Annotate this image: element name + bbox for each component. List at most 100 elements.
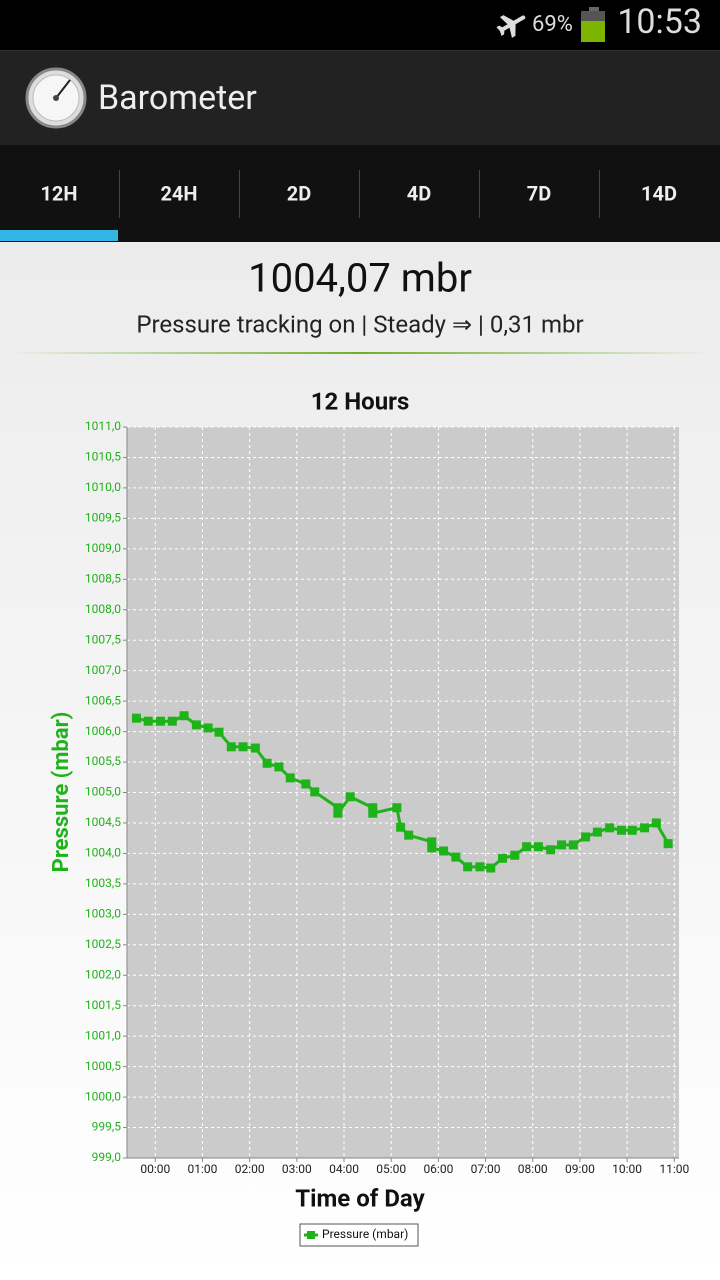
data-point: [427, 837, 437, 847]
data-point: [262, 758, 272, 768]
data-point: [546, 845, 556, 855]
airplane-icon: [496, 15, 526, 38]
y-tick-label: 1004,0: [85, 846, 121, 860]
chart-title: 12 Hours: [311, 387, 410, 415]
data-point: [498, 853, 508, 863]
y-tick-label: 999,5: [92, 1120, 122, 1134]
data-point: [427, 843, 437, 853]
y-tick-label: 1009,5: [85, 511, 121, 525]
separator: [0, 352, 720, 354]
y-tick-label: 1003,5: [85, 876, 121, 890]
data-point: [568, 840, 578, 850]
y-tick-label: 1009,0: [85, 541, 121, 555]
data-point: [663, 839, 673, 849]
x-tick-label: 07:00: [471, 1162, 501, 1176]
legend: Pressure (mbar): [299, 1223, 419, 1247]
data-point: [301, 779, 311, 789]
tab-label: 7D: [527, 181, 551, 205]
data-point: [274, 762, 284, 772]
y-tick-label: 1005,0: [85, 785, 121, 799]
data-point: [179, 711, 189, 721]
data-point: [368, 803, 378, 813]
y-tick-label: 1002,0: [85, 967, 121, 981]
tab-label: 24H: [160, 181, 197, 205]
x-tick-label: 03:00: [282, 1162, 312, 1176]
data-point: [214, 727, 224, 737]
x-tick-label: 00:00: [140, 1162, 170, 1176]
data-point: [592, 827, 602, 837]
data-point: [404, 830, 414, 840]
data-point: [533, 842, 543, 852]
y-tick-label: 1001,0: [85, 1028, 121, 1042]
data-point: [392, 803, 402, 813]
x-tick-label: 04:00: [329, 1162, 359, 1176]
y-tick-label: 1004,5: [85, 815, 121, 829]
legend-box: [299, 1223, 419, 1247]
y-tick-label: 1010,5: [85, 450, 121, 464]
data-point: [605, 823, 615, 833]
x-tick-label: 05:00: [376, 1162, 406, 1176]
tab[interactable]: 24H: [160, 181, 197, 205]
legend-marker: [307, 1231, 315, 1239]
clock: 10:53: [617, 2, 702, 42]
tab-label: 14D: [641, 181, 677, 205]
tab-label: 12H: [40, 181, 77, 205]
data-point: [396, 822, 406, 832]
y-tick-label: 1008,0: [85, 602, 121, 616]
tab-divider: [479, 170, 480, 218]
battery-cap: [589, 7, 599, 12]
y-tick-label: 1006,0: [85, 724, 121, 738]
y-tick-label: 1000,0: [85, 1089, 121, 1103]
data-point: [226, 742, 236, 752]
y-tick-label: 1007,5: [85, 632, 121, 646]
x-tick-label: 10:00: [612, 1162, 642, 1176]
battery-percent: 69%: [532, 12, 573, 37]
data-point: [155, 716, 165, 726]
app-icon[interactable]: [25, 67, 87, 129]
x-tick-label: 08:00: [518, 1162, 548, 1176]
data-point: [451, 852, 461, 862]
pressure-reading: 1004,07 mbr: [248, 255, 472, 302]
data-point: [203, 723, 213, 733]
data-point: [510, 850, 520, 860]
y-tick-label: 1007,0: [85, 663, 121, 677]
data-point: [651, 818, 661, 828]
y-tick-label: 1000,5: [85, 1059, 121, 1073]
y-axis-title: Pressure (mbar): [49, 712, 74, 873]
data-point: [627, 825, 637, 835]
data-point: [143, 716, 153, 726]
tab-label: 4D: [407, 181, 431, 205]
chart: 12 Hours Time of Day Pressure (mbar) 999…: [49, 387, 689, 1247]
data-point: [167, 716, 177, 726]
y-tick-label: 1002,5: [85, 937, 121, 951]
tab[interactable]: 4D: [407, 181, 431, 205]
y-tick-label: 1008,5: [85, 571, 121, 585]
y-tick-label: 1003,0: [85, 907, 121, 921]
tab-divider: [119, 170, 120, 218]
data-point: [557, 840, 567, 850]
data-point: [285, 773, 295, 783]
y-tick-label: 1001,5: [85, 998, 121, 1012]
data-point: [368, 808, 378, 818]
data-point: [310, 787, 320, 797]
battery-level: [581, 21, 605, 42]
app-bar-edge: [0, 50, 720, 51]
tab[interactable]: 14D: [641, 181, 677, 205]
app-bar: [0, 50, 720, 145]
x-tick-label: 11:00: [659, 1162, 689, 1176]
x-axis-title: Time of Day: [295, 1184, 425, 1212]
y-tick-label: 1010,0: [85, 480, 121, 494]
y-tick-label: 1011,0: [85, 419, 121, 433]
data-point: [238, 742, 248, 752]
tab[interactable]: 12H: [40, 181, 77, 205]
data-point: [486, 863, 496, 873]
data-point: [640, 823, 650, 833]
y-tick-label: 1006,5: [85, 693, 121, 707]
tab[interactable]: 2D: [287, 181, 311, 205]
x-tick-label: 01:00: [188, 1162, 218, 1176]
tab-indicator: [0, 230, 118, 241]
tab[interactable]: 7D: [527, 181, 551, 205]
tab-label: 2D: [287, 181, 311, 205]
